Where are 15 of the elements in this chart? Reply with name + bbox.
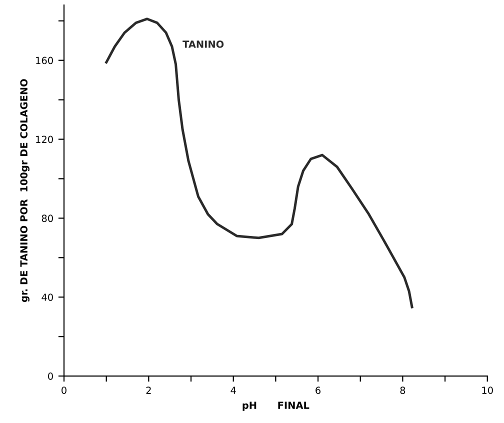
series-label: TANINO <box>182 40 224 48</box>
y-tick-label: 160 <box>36 56 53 64</box>
y-axis-title: gr. DE TANINO POR 100gr DE COLAGENO <box>20 79 30 302</box>
x-tick-label: 10 <box>482 386 493 394</box>
x-tick-label: 0 <box>62 386 66 394</box>
y-tick-label: 0 <box>48 372 53 380</box>
x-axis-title: pH FINAL <box>242 402 310 411</box>
y-tick-label: 80 <box>42 214 53 222</box>
x-tick-label: 4 <box>230 386 236 394</box>
y-tick-label: 120 <box>36 136 53 144</box>
y-tick-label: 40 <box>42 294 53 301</box>
line-series <box>105 18 414 308</box>
x-tick-label: 8 <box>400 386 406 394</box>
x-tick-label: 6 <box>316 386 321 394</box>
x-tick-label: 2 <box>146 386 151 394</box>
